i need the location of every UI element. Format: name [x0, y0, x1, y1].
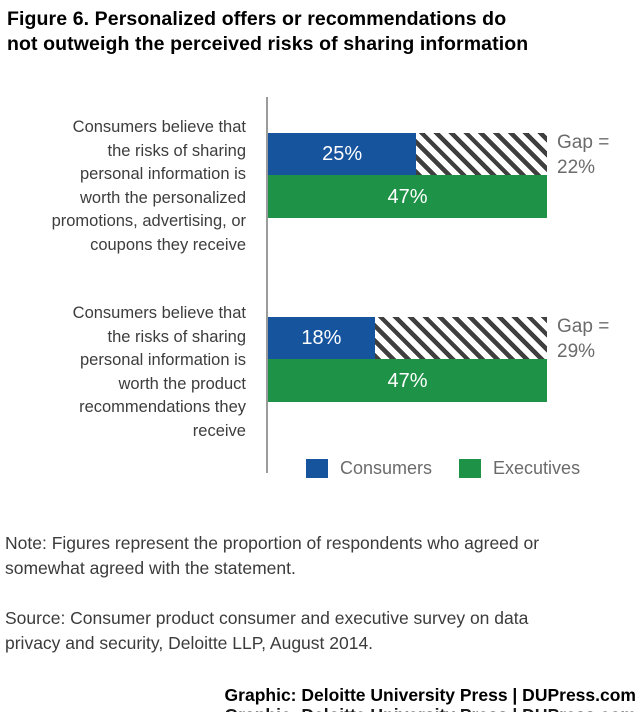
category-label: Consumers believe that the risks of shar…: [72, 304, 246, 440]
source-text: Source: Consumer product consumer and ex…: [5, 608, 529, 653]
bar-group: 25% 47% Gap = 22%: [268, 130, 640, 219]
y-axis-line: [266, 97, 268, 473]
gap-label-line2: 29%: [557, 341, 596, 362]
consumers-bar: 18%: [268, 317, 375, 359]
gap-label: Gap = 22%: [557, 130, 640, 180]
consumers-bar: 25%: [268, 133, 417, 175]
gap-hatch: [374, 317, 547, 359]
gap-label-line1: Gap =: [557, 316, 610, 337]
gap-hatch: [416, 133, 547, 175]
legend-label: Executives: [493, 458, 581, 478]
gap-label-line2: 22%: [557, 157, 596, 178]
executives-bar: 47%: [268, 175, 547, 218]
credit-cutoff-text: Graphic: Deloitte University Press | DUP…: [0, 708, 636, 712]
bar-group: 18% 47% Gap = 29%: [268, 314, 640, 403]
executives-swatch-icon: [459, 459, 482, 478]
gap-label: Gap = 29%: [557, 314, 640, 364]
bar-value-label: 25%: [322, 143, 363, 165]
legend-item-executives: Executives: [459, 458, 580, 479]
bar-value-label: 47%: [387, 185, 428, 208]
credit-text: Graphic: Deloitte University Press | DUP…: [224, 685, 636, 705]
figure-title: Figure 6. Personalized offers or recomme…: [7, 8, 529, 55]
bar-chart: Consumers believe that the risks of shar…: [0, 92, 640, 484]
consumers-swatch-icon: [306, 459, 328, 478]
bar-value-label: 18%: [301, 327, 342, 349]
bar-value-label: 47%: [387, 369, 428, 392]
note-text: Note: Figures represent the proportion o…: [5, 533, 540, 578]
gap-label-line1: Gap =: [557, 132, 610, 153]
legend-label: Consumers: [340, 458, 433, 478]
category-label: Consumers believe that the risks of shar…: [51, 118, 246, 254]
legend: Consumers Executives: [306, 458, 580, 479]
legend-item-consumers: Consumers: [306, 458, 432, 479]
executives-bar: 47%: [268, 359, 547, 402]
